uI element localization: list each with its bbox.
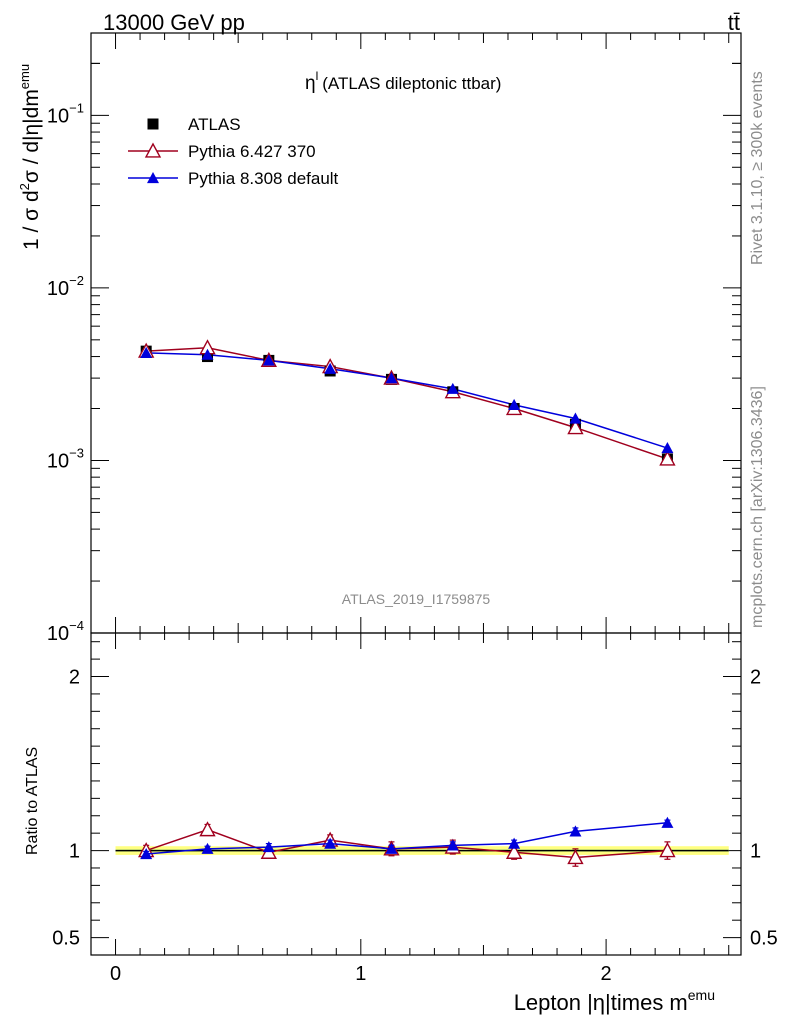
y-tick-label: 10−4 bbox=[47, 618, 84, 645]
ratio-y-tick-label: 2 bbox=[69, 667, 80, 689]
ratio-point-0 bbox=[199, 821, 216, 837]
ratio-point-1 bbox=[446, 839, 459, 851]
plot-title-sup: l bbox=[316, 69, 319, 83]
y-tick-label: 10−2 bbox=[47, 273, 84, 300]
ratio-point-1 bbox=[140, 848, 153, 860]
rivet-label: Rivet 3.1.10, ≥ 300k events bbox=[749, 71, 766, 265]
y-axis-label-sup2: emu bbox=[17, 64, 32, 89]
ratio-uncertainty-band bbox=[115, 846, 729, 855]
data-point-1 bbox=[567, 419, 584, 435]
energy-label: 13000 GeV pp bbox=[103, 10, 245, 35]
ratio-y-tick-label: 1 bbox=[69, 841, 80, 863]
ratio-series-layer bbox=[138, 816, 676, 867]
legend-marker-0 bbox=[147, 118, 159, 130]
ratio-point-1 bbox=[661, 816, 674, 828]
legend-marker-2 bbox=[147, 172, 159, 184]
x-axis-label-main: Lepton |η|times m bbox=[514, 990, 688, 1015]
data-point-2 bbox=[201, 348, 214, 360]
ratio-y-tick-label-right: 2 bbox=[750, 667, 761, 689]
x-tick-label: 1 bbox=[355, 963, 366, 985]
main-axis-ticks: 10−1 10−2 10−3 10−4 bbox=[47, 32, 741, 645]
plot-title-symbol: η bbox=[305, 73, 316, 94]
ratio-plot-frame bbox=[90, 632, 742, 956]
ratio-y-tick-label-right: 1 bbox=[750, 841, 761, 863]
data-point-2 bbox=[324, 362, 337, 374]
x-tick-label: 0 bbox=[110, 963, 121, 985]
legend-marker-1 bbox=[144, 142, 162, 158]
ratio-point-1 bbox=[385, 842, 398, 854]
series-line-1 bbox=[146, 346, 668, 460]
x-axis-label: Lepton |η|times memu bbox=[514, 987, 715, 1015]
y-axis-label-sup1: 2 bbox=[17, 183, 32, 190]
data-point-2 bbox=[140, 346, 153, 358]
ratio-point-0 bbox=[659, 842, 676, 858]
legend: ATLAS Pythia 6.427 370 Pythia 8.308 defaul… bbox=[128, 115, 339, 188]
x-tick-label: 2 bbox=[601, 963, 612, 985]
data-point-2 bbox=[446, 382, 459, 394]
ratio-point-1 bbox=[324, 837, 337, 849]
y-axis-label-part2: σ / d|η|dm bbox=[20, 89, 43, 183]
y-tick-label: 10−1 bbox=[47, 100, 84, 127]
ratio-point-1 bbox=[508, 837, 521, 849]
legend-label-2: Pythia 8.308 default bbox=[188, 169, 339, 188]
data-point-2 bbox=[569, 412, 582, 424]
ratio-point-0 bbox=[567, 849, 584, 865]
series-line-2 bbox=[146, 352, 668, 449]
ratio-y-tick-label: 0.5 bbox=[52, 928, 80, 950]
site-label: mcplots.cern.ch [arXiv:1306.3436] bbox=[749, 386, 766, 628]
legend-label-0: ATLAS bbox=[188, 115, 241, 134]
y-axis-label: 1 / σ d2σ / d|η|dmemu bbox=[17, 64, 43, 250]
data-point-1 bbox=[659, 450, 676, 466]
ratio-axis-ticks: 0.5 0.5 1 1 2 2 0 1 2 bbox=[52, 633, 778, 985]
data-point-2 bbox=[508, 398, 521, 410]
ratio-point-1 bbox=[201, 842, 214, 854]
analysis-watermark: ATLAS_2019_I1759875 bbox=[342, 591, 491, 607]
ratio-y-tick-label-right: 0.5 bbox=[750, 928, 778, 950]
data-point-2 bbox=[661, 442, 674, 454]
process-label: tt̄ bbox=[728, 10, 740, 35]
plot-title-suffix: (ATLAS dileptonic ttbar) bbox=[322, 74, 501, 93]
legend-label-1: Pythia 6.427 370 bbox=[188, 142, 316, 161]
ratio-point-1 bbox=[262, 841, 275, 853]
ratio-point-1 bbox=[569, 825, 582, 837]
data-point-2 bbox=[385, 372, 398, 384]
ratio-point-0 bbox=[505, 843, 523, 859]
ratio-y-axis-label: Ratio to ATLAS bbox=[24, 747, 41, 855]
y-tick-label: 10−3 bbox=[47, 445, 84, 472]
main-series-layer bbox=[138, 339, 676, 466]
data-point-2 bbox=[262, 354, 275, 366]
plot-title: ηl (ATLAS dileptonic ttbar) bbox=[305, 69, 501, 94]
x-axis-label-sup: emu bbox=[688, 987, 715, 1003]
y-axis-label-part1: 1 / σ d bbox=[20, 190, 43, 250]
